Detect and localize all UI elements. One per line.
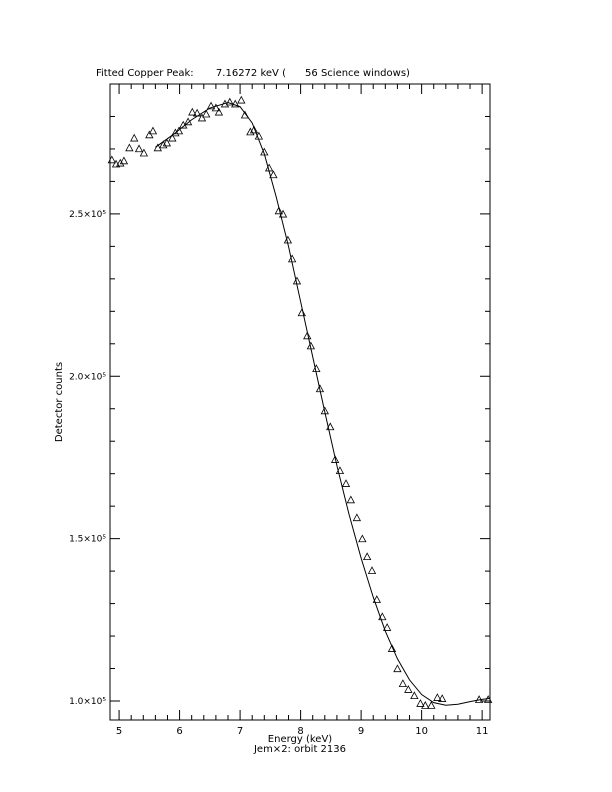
data-point — [134, 144, 144, 153]
data-point — [404, 685, 413, 693]
data-point — [372, 595, 382, 603]
data-point — [312, 364, 321, 373]
data-point — [352, 513, 362, 522]
data-point — [125, 143, 134, 152]
data-point — [206, 101, 216, 110]
data-point — [249, 125, 259, 134]
data-point — [246, 127, 255, 136]
x-tick-label: 11 — [476, 726, 489, 737]
x-tick-label: 7 — [237, 726, 243, 737]
data-point — [197, 113, 207, 122]
data-point — [237, 95, 246, 104]
y-tick-label: 2.0×10⁵ — [69, 372, 106, 382]
plot-frame — [109, 83, 491, 721]
y-tick-label: 1.0×10⁵ — [69, 697, 106, 707]
data-point — [168, 133, 177, 142]
data-point — [174, 126, 184, 135]
data-point — [269, 170, 278, 179]
data-point — [211, 103, 221, 112]
data-point — [382, 623, 392, 631]
data-point — [231, 99, 240, 108]
chart-title: Fitted Copper Peak: 7.16272 keV ( 56 Sci… — [96, 68, 410, 79]
x-tick-label: 6 — [176, 726, 182, 737]
data-point — [416, 699, 425, 707]
data-point — [346, 495, 355, 504]
data-point — [393, 664, 402, 673]
data-point — [421, 701, 430, 709]
data-point — [145, 130, 154, 139]
data-point — [362, 552, 372, 561]
data-point — [107, 155, 116, 164]
data-point — [116, 158, 125, 167]
data-point — [398, 679, 408, 688]
x-axis-label: Energy (keV) — [268, 734, 333, 745]
subtitle: Jem×2: orbit 2136 — [253, 744, 346, 755]
data-point — [438, 694, 447, 702]
data-point — [278, 209, 288, 218]
fit-curve — [155, 101, 491, 706]
data-point — [162, 138, 172, 147]
data-point — [358, 534, 367, 543]
data-point — [387, 644, 397, 652]
data-point — [159, 140, 168, 149]
x-tick-label: 5 — [116, 726, 122, 737]
y-tick-label: 1.5×10⁵ — [69, 535, 106, 545]
data-point — [119, 156, 129, 165]
data-point — [214, 107, 224, 116]
data-point — [341, 479, 351, 487]
x-tick-label: 10 — [415, 726, 428, 737]
x-tick-label: 8 — [297, 726, 303, 737]
data-point — [225, 97, 234, 106]
data-point — [410, 691, 419, 700]
data-point — [139, 148, 149, 157]
y-tick-label: 2.5×10⁵ — [69, 210, 106, 220]
data-point — [202, 109, 211, 118]
data-point — [130, 133, 139, 142]
data-point — [274, 206, 283, 215]
data-point — [183, 117, 193, 126]
data-point — [367, 566, 377, 575]
y-axis-label: Detector counts — [54, 362, 65, 442]
data-point — [297, 308, 306, 317]
x-tick-label: 9 — [358, 726, 364, 737]
data-point — [427, 701, 436, 709]
data-point — [188, 107, 197, 116]
data-point — [433, 693, 442, 701]
data-point — [148, 126, 158, 135]
data-point — [303, 331, 312, 340]
data-point — [171, 128, 180, 137]
data-point — [330, 455, 340, 463]
